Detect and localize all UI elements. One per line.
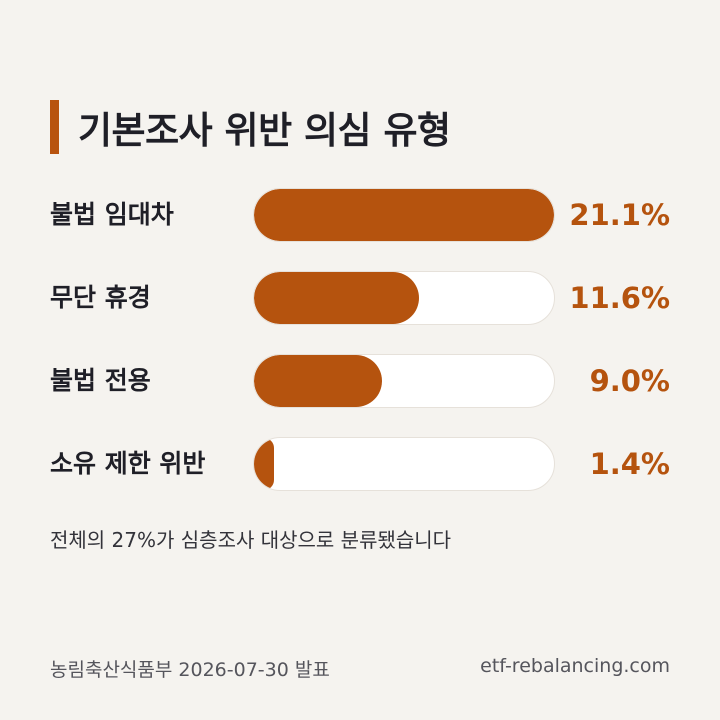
bar-label: 불법 전용 bbox=[50, 366, 151, 395]
bar-track bbox=[253, 188, 555, 242]
bar-track bbox=[253, 271, 555, 325]
bar-value-label: 21.1% bbox=[569, 198, 670, 232]
bar-row: 소유 제한 위반 1.4% bbox=[0, 437, 720, 491]
bar-fill bbox=[254, 438, 274, 490]
bar-fill bbox=[254, 189, 554, 241]
bar-track bbox=[253, 437, 555, 491]
bar-track bbox=[253, 354, 555, 408]
bar-label: 소유 제한 위반 bbox=[50, 449, 206, 478]
summary-note: 전체의 27%가 심층조사 대상으로 분류됐습니다 bbox=[50, 528, 452, 552]
bar-row: 무단 휴경 11.6% bbox=[0, 271, 720, 325]
title-accent-bar bbox=[50, 100, 59, 154]
bar-row: 불법 전용 9.0% bbox=[0, 354, 720, 408]
bar-fill bbox=[254, 355, 382, 407]
chart-title: 기본조사 위반 의심 유형 bbox=[78, 109, 451, 152]
bar-value-label: 11.6% bbox=[569, 281, 670, 315]
bar-fill bbox=[254, 272, 419, 324]
bar-label: 무단 휴경 bbox=[50, 283, 151, 312]
bar-label: 불법 임대차 bbox=[50, 200, 174, 229]
chart-title-block: 기본조사 위반 의심 유형 bbox=[50, 100, 451, 154]
bar-value-label: 9.0% bbox=[589, 364, 670, 398]
site-link[interactable]: etf-rebalancing.com bbox=[480, 655, 670, 677]
bar-row: 불법 임대차 21.1% bbox=[0, 188, 720, 242]
bar-value-label: 1.4% bbox=[589, 447, 670, 481]
source-text: 농림축산식품부 2026-07-30 발표 bbox=[50, 659, 330, 681]
